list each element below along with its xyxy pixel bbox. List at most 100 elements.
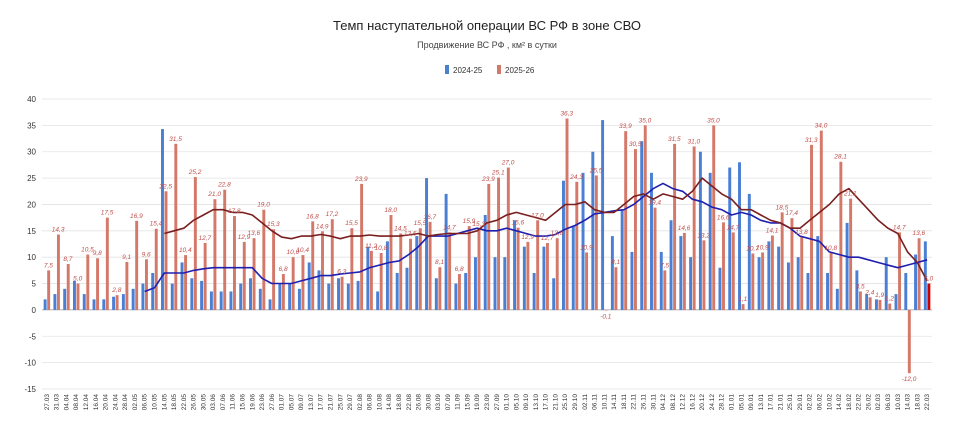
- bar-2024-25: [464, 273, 468, 310]
- bar-2024-25: [659, 251, 663, 310]
- bar-2024-25: [200, 280, 204, 310]
- y-tick-label: 25: [27, 174, 36, 183]
- bar-2024-25: [630, 251, 634, 310]
- data-label-2025-26: 31,5: [668, 136, 681, 143]
- bar-2025-26: [379, 252, 383, 310]
- y-tick-label: -15: [24, 385, 36, 394]
- data-label-2025-26: 21,0: [207, 191, 221, 198]
- bar-2024-25: [855, 270, 859, 310]
- x-tick-label: 05.01: [738, 394, 745, 411]
- x-axis-ticks: 27.03 31.03 04.04 08.04 12.04 16.04 20.04 24.04…: [44, 394, 931, 411]
- data-label-2025-26: 14,9: [316, 223, 329, 230]
- bar-2024-25: [845, 222, 849, 310]
- bar-2025-26: [360, 183, 364, 310]
- line-layer: [144, 177, 928, 293]
- bar-2025-26: [565, 118, 569, 310]
- bar-2024-25: [317, 270, 321, 310]
- data-label-2025-26: 1,2: [885, 296, 894, 303]
- x-tick-label: 21.01: [777, 394, 784, 411]
- x-tick-label: 16.04: [93, 394, 100, 411]
- x-tick-label: 10.08: [376, 394, 383, 411]
- bar-2025-26: [819, 130, 823, 310]
- x-tick-label: 02.11: [582, 394, 589, 410]
- bar-2025-26: [780, 212, 784, 310]
- y-tick-label: 30: [27, 148, 36, 157]
- bar-2024-25: [786, 262, 790, 310]
- bar-2024-25: [239, 283, 243, 310]
- x-tick-label: 01.10: [504, 394, 511, 411]
- data-label-2025-26: 36,3: [560, 111, 573, 118]
- data-label-2025-26: 12,9: [521, 234, 534, 241]
- bar-2025-26: [86, 254, 90, 310]
- bar-2024-25: [356, 280, 360, 310]
- x-tick-label: 10.03: [895, 394, 902, 411]
- bar-2024-25: [601, 120, 605, 310]
- data-label-2025-26: -12,0: [902, 376, 917, 383]
- data-label-2025-26: 17,5: [101, 210, 114, 217]
- bar-2025-26: [634, 149, 637, 310]
- bar-2025-26: [594, 175, 598, 310]
- data-label-2025-26: 7,5: [660, 262, 669, 269]
- x-tick-label: 10.05: [152, 394, 159, 411]
- bar-2025-26: [516, 227, 520, 310]
- bar-2025-26: [115, 295, 119, 310]
- x-tick-label: 17.01: [768, 394, 775, 411]
- data-label-2025-26: 2,8: [111, 287, 121, 294]
- bar-2025-26: [497, 177, 501, 310]
- bar-2025-26: [301, 255, 305, 310]
- x-tick-label: 08.12: [670, 394, 677, 411]
- bar-2025-26: [409, 238, 412, 310]
- bar-2024-25: [728, 167, 732, 310]
- data-label-2025-26: 6,8: [455, 266, 464, 273]
- x-tick-label: 22.11: [631, 394, 638, 410]
- bar-2025-26: [888, 303, 892, 310]
- x-tick-label: 06.11: [592, 394, 599, 410]
- data-label-2025-26: 15,3: [472, 221, 485, 228]
- bar-2025-26: [321, 231, 324, 310]
- x-tick-label: 16.12: [689, 394, 696, 411]
- bar-2024-25: [297, 288, 301, 310]
- data-label-2025-26: 14,7: [893, 224, 906, 231]
- data-label-2025-26: 13,8: [795, 229, 808, 236]
- legend-swatch-2025-26: [497, 65, 501, 74]
- x-tick-label: 26.05: [191, 394, 198, 411]
- bar-2025-26: [135, 220, 139, 310]
- data-label-2025-26: 17,2: [326, 211, 339, 218]
- data-label-2025-26: 10,8: [824, 245, 837, 252]
- data-label-2025-26: 15,5: [345, 220, 358, 227]
- legend-swatch-2024-25: [445, 65, 449, 74]
- bar-2025-26: [722, 222, 725, 310]
- bar-2024-25: [395, 273, 399, 310]
- bar-2024-25: [884, 257, 888, 310]
- x-tick-label: 15.09: [464, 394, 471, 411]
- x-tick-label: 19.09: [474, 394, 481, 411]
- bar-2024-25: [268, 299, 272, 310]
- bar-2024-25: [190, 278, 194, 310]
- x-tick-label: 27.09: [494, 394, 501, 411]
- data-label-2025-26: 28,1: [833, 154, 847, 161]
- data-label-2025-26: 16,9: [130, 213, 143, 220]
- bar-2025-26: [624, 131, 628, 310]
- bar-2024-25: [532, 273, 536, 310]
- bar-2024-25: [738, 162, 741, 310]
- data-label-2025-26: 3,5: [856, 283, 865, 290]
- data-label-2025-26: 12,7: [541, 235, 554, 242]
- bar-2024-25: [591, 151, 595, 310]
- bar-2025-26: [702, 240, 706, 310]
- x-tick-label: 01.01: [729, 394, 736, 411]
- data-label-2025-26: 25,5: [589, 167, 603, 174]
- bar-2025-26: [467, 226, 471, 310]
- bar-2024-25: [82, 294, 86, 310]
- bar-2025-26: [858, 291, 862, 310]
- bar-2025-26: [751, 253, 755, 310]
- data-label-2025-26: 6,8: [279, 266, 288, 273]
- data-label-2025-26: 30,5: [629, 141, 642, 148]
- bar-2025-26: [741, 304, 745, 310]
- bar-2025-26: [506, 167, 510, 310]
- bar-2025-26: [526, 241, 530, 310]
- data-label-2025-26: 1,1: [738, 296, 747, 303]
- bar-2024-25: [620, 209, 624, 310]
- bar-2024-25: [669, 220, 673, 310]
- y-tick-label: 5: [32, 280, 37, 289]
